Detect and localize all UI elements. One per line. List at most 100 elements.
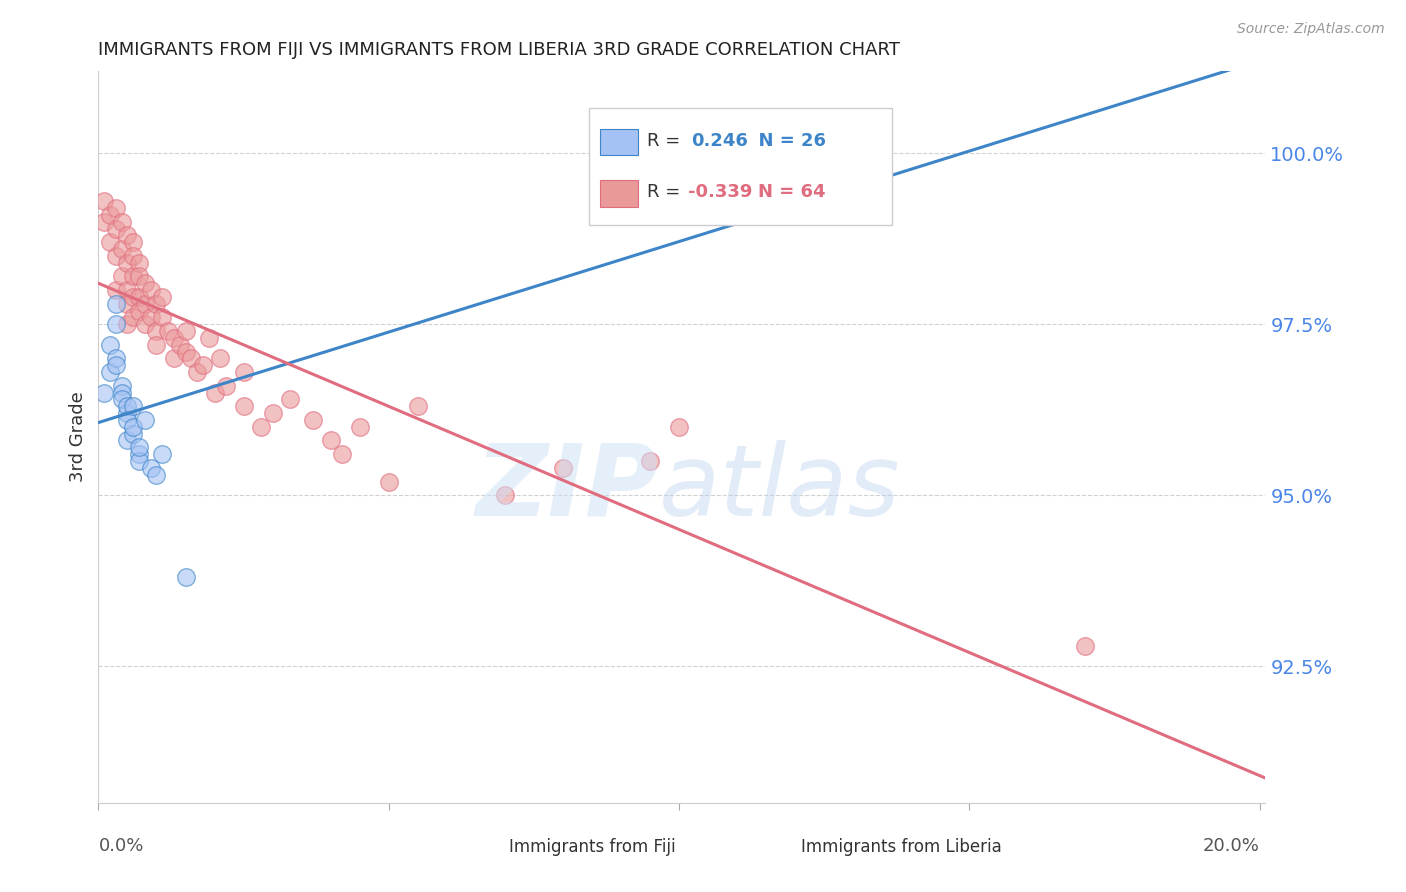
Text: -0.339: -0.339 — [688, 183, 752, 201]
Point — [842, 146, 865, 161]
Point — [93, 215, 115, 229]
Point — [197, 331, 219, 345]
FancyBboxPatch shape — [470, 838, 503, 859]
Point — [117, 434, 139, 448]
Point — [1074, 639, 1097, 653]
Point — [150, 447, 173, 461]
Point — [150, 290, 173, 304]
Point — [117, 400, 139, 414]
Point — [209, 351, 232, 366]
Point — [174, 324, 197, 338]
FancyBboxPatch shape — [589, 108, 891, 225]
Point — [150, 310, 173, 325]
Point — [111, 215, 134, 229]
Point — [104, 297, 127, 311]
Point — [668, 420, 690, 434]
Text: N = 26: N = 26 — [747, 132, 827, 150]
Point — [128, 303, 150, 318]
Point — [174, 570, 197, 584]
Point — [330, 447, 353, 461]
Point — [406, 400, 429, 414]
Point — [191, 359, 214, 373]
Point — [169, 338, 191, 352]
Point — [122, 290, 145, 304]
Point — [122, 310, 145, 325]
Point — [638, 454, 661, 468]
Point — [278, 392, 301, 407]
Point — [117, 228, 139, 243]
Text: ZIP: ZIP — [475, 440, 658, 537]
FancyBboxPatch shape — [600, 129, 637, 155]
Point — [128, 447, 150, 461]
Point — [302, 413, 325, 427]
Point — [104, 351, 127, 366]
Point — [349, 420, 371, 434]
Point — [174, 344, 197, 359]
Point — [98, 235, 121, 250]
Point — [122, 426, 145, 441]
Point — [104, 283, 127, 297]
Point — [145, 467, 167, 482]
Text: 0.0%: 0.0% — [98, 837, 143, 855]
Text: IMMIGRANTS FROM FIJI VS IMMIGRANTS FROM LIBERIA 3RD GRADE CORRELATION CHART: IMMIGRANTS FROM FIJI VS IMMIGRANTS FROM … — [98, 41, 900, 59]
Point — [377, 475, 399, 489]
Text: N = 64: N = 64 — [758, 183, 825, 201]
Point — [128, 269, 150, 284]
Point — [128, 440, 150, 454]
Point — [145, 338, 167, 352]
Point — [232, 400, 254, 414]
Point — [117, 256, 139, 270]
FancyBboxPatch shape — [761, 838, 796, 859]
Point — [111, 269, 134, 284]
Point — [163, 331, 186, 345]
FancyBboxPatch shape — [600, 180, 637, 207]
Point — [117, 283, 139, 297]
Point — [98, 338, 121, 352]
Point — [98, 208, 121, 222]
Point — [122, 235, 145, 250]
Text: Immigrants from Liberia: Immigrants from Liberia — [801, 838, 1001, 855]
Point — [104, 221, 127, 235]
Text: atlas: atlas — [658, 440, 900, 537]
Text: R =: R = — [647, 132, 686, 150]
Point — [134, 277, 156, 291]
Point — [157, 324, 180, 338]
Point — [128, 454, 150, 468]
Point — [186, 365, 208, 379]
Point — [262, 406, 284, 420]
Point — [111, 379, 134, 393]
Point — [180, 351, 202, 366]
Point — [104, 201, 127, 215]
Point — [139, 283, 162, 297]
Point — [551, 460, 574, 475]
Point — [145, 297, 167, 311]
Point — [139, 460, 162, 475]
Point — [145, 324, 167, 338]
Point — [128, 290, 150, 304]
Text: 0.246: 0.246 — [692, 132, 748, 150]
Point — [139, 310, 162, 325]
Point — [104, 359, 127, 373]
Point — [104, 249, 127, 263]
Point — [134, 318, 156, 332]
Point — [163, 351, 186, 366]
Text: Source: ZipAtlas.com: Source: ZipAtlas.com — [1237, 22, 1385, 37]
Text: R =: R = — [647, 183, 686, 201]
Point — [122, 420, 145, 434]
Point — [98, 365, 121, 379]
Point — [128, 256, 150, 270]
Point — [111, 385, 134, 400]
Point — [111, 242, 134, 256]
Y-axis label: 3rd Grade: 3rd Grade — [69, 392, 87, 483]
Point — [117, 406, 139, 420]
Point — [117, 297, 139, 311]
Point — [494, 488, 516, 502]
Point — [93, 385, 115, 400]
Point — [111, 392, 134, 407]
Point — [319, 434, 342, 448]
Point — [204, 385, 226, 400]
Point — [104, 318, 127, 332]
Point — [122, 249, 145, 263]
Point — [122, 269, 145, 284]
Point — [122, 400, 145, 414]
